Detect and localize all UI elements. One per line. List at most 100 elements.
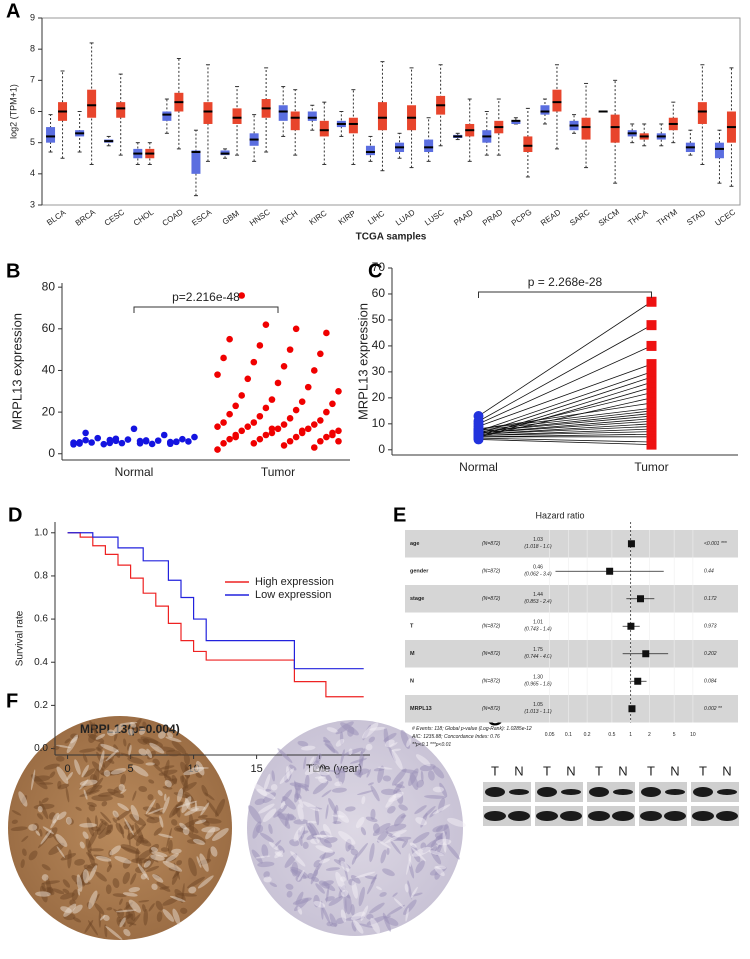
tissue-texture [146, 748, 153, 759]
pair-line [478, 420, 652, 434]
data-point [185, 438, 192, 445]
hr-label: 1.75 [533, 647, 543, 653]
tissue-texture [133, 835, 152, 847]
tissue-texture [56, 846, 65, 858]
tissue-texture [60, 853, 77, 861]
x-tick-label: THYM [655, 207, 679, 228]
tissue-texture [153, 811, 164, 815]
tissue-texture [169, 895, 186, 902]
x-tick-label: KIRC [308, 208, 329, 226]
pair-line [478, 376, 652, 435]
row-n: (N=872) [482, 706, 501, 712]
data-point [646, 372, 657, 383]
box [307, 111, 317, 121]
data-point [220, 440, 227, 447]
tissue-texture [35, 891, 51, 897]
x-tick-label: LUSC [423, 208, 446, 228]
tissue-texture [106, 907, 113, 911]
tissue-texture [277, 748, 293, 764]
tissue-texture [351, 880, 358, 899]
data-point [256, 435, 264, 443]
tissue-texture [131, 765, 149, 777]
tissue-texture [427, 770, 435, 781]
ci-label: (1.018 - 1.0) [524, 544, 552, 550]
tissue-texture [151, 851, 168, 858]
tissue-texture [183, 752, 190, 765]
tissue-texture [138, 785, 148, 793]
tissue-texture [132, 790, 137, 801]
tissue-texture [355, 871, 376, 879]
tissue-texture [391, 750, 403, 770]
tissue-texture [49, 771, 56, 778]
tissue-texture [354, 842, 368, 860]
tissue-texture [82, 831, 89, 840]
tissue-texture [139, 727, 146, 735]
tissue-texture [206, 799, 219, 817]
tissue-texture [285, 883, 294, 890]
tissue-texture [177, 788, 184, 803]
tissue-texture [150, 846, 158, 852]
data-point [268, 425, 276, 433]
tissue-texture [94, 902, 105, 915]
tissue-texture [113, 732, 118, 742]
tissue-texture [369, 902, 385, 914]
tissue-texture [353, 919, 364, 934]
pair-line [478, 439, 652, 446]
row-n: (N=872) [482, 569, 501, 575]
x-tick-label: 0 [65, 763, 71, 775]
tissue-texture [251, 849, 263, 864]
tissue-texture [41, 797, 49, 803]
tissue-texture [105, 749, 119, 762]
lane-label: T [647, 763, 655, 778]
tissue-texture [128, 886, 140, 893]
tissue-texture [201, 784, 209, 797]
tissue-texture [41, 874, 49, 881]
blot-band [717, 789, 737, 795]
data-point [646, 359, 657, 370]
tissue-texture [85, 838, 92, 853]
row-n: (N=872) [482, 651, 501, 657]
tissue-texture [171, 819, 178, 826]
blot-band [589, 787, 609, 797]
tissue-texture [348, 748, 353, 756]
pair-line [478, 423, 652, 435]
tissue-texture [199, 853, 209, 872]
x-tick-label: Tumor [261, 465, 295, 479]
tissue-texture [28, 850, 38, 861]
tissue-texture [365, 743, 373, 751]
tissue-texture [385, 823, 407, 832]
tissue-texture [148, 903, 155, 912]
tissue-texture [60, 892, 75, 900]
hr-point [642, 650, 650, 658]
box [714, 142, 724, 159]
tissue-texture [28, 824, 38, 831]
hr-label: 1.01 [533, 620, 543, 626]
tissue-texture [55, 755, 65, 762]
tissue-texture [361, 795, 366, 805]
tissue-texture [277, 845, 285, 853]
x-tick-label: Normal [115, 465, 154, 479]
tissue-texture [109, 845, 121, 856]
tissue-texture [36, 813, 44, 820]
tissue-texture [55, 744, 72, 749]
data-point [646, 403, 657, 414]
p-label: 0.084 [704, 679, 717, 685]
row-name: N [410, 679, 414, 685]
pair-line [478, 363, 652, 427]
tissue-texture [152, 874, 164, 883]
tissue-texture [62, 888, 70, 894]
x-tick-label: BLCA [45, 208, 68, 228]
tissue-texture [35, 830, 41, 836]
tissue-texture [122, 892, 138, 897]
tissue-texture [171, 740, 187, 754]
tissue-texture [391, 748, 402, 752]
tissue-texture [112, 724, 124, 735]
tissue-texture [165, 853, 179, 863]
tissue-texture [171, 848, 182, 854]
tissue-texture [358, 923, 374, 928]
y-tick-label: 60 [42, 321, 56, 335]
tissue-texture [258, 803, 275, 814]
tissue-texture [335, 738, 345, 747]
tissue-texture [254, 798, 265, 805]
